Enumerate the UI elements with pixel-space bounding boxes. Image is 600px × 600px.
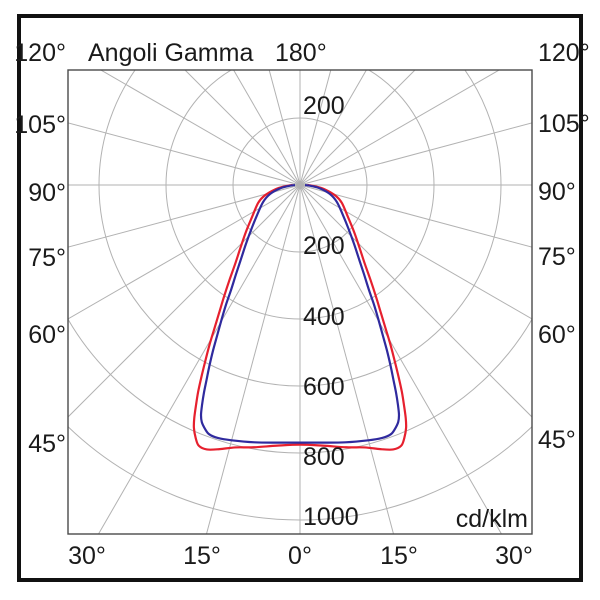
ring-label-600: 600	[303, 373, 345, 401]
gamma-axis-label-left-90: 90°	[28, 179, 66, 207]
chart-title: Angoli Gamma	[88, 39, 254, 67]
gamma-axis-label-left-60: 60°	[28, 321, 66, 349]
curve-red	[192, 183, 408, 451]
gamma-axis-label-top-180: 180°	[275, 39, 327, 67]
ring-label-800: 800	[303, 443, 345, 471]
gamma-axis-label-right-60: 60°	[538, 321, 576, 349]
ring-label-200-top: 200	[303, 92, 345, 120]
gamma-axis-label-bottom-15L: 15°	[183, 542, 221, 570]
gamma-axis-label-right-120: 120°	[538, 39, 590, 67]
unit-label: cd/klm	[455, 505, 528, 533]
gamma-axis-label-left-45: 45°	[28, 430, 66, 458]
gamma-axis-label-left-105: 105°	[14, 111, 66, 139]
grid-ray-165	[205, 70, 332, 534]
gamma-axis-label-left-75: 75°	[28, 244, 66, 272]
gamma-axis-label-left-120: 120°	[14, 39, 66, 67]
gamma-axis-label-bottom-0: 0°	[288, 542, 312, 570]
gamma-axis-label-right-75: 75°	[538, 243, 576, 271]
outer-frame	[17, 14, 583, 582]
curve-blue	[199, 183, 401, 444]
plot-box	[67, 69, 533, 535]
gamma-axis-label-right-105: 105°	[538, 110, 590, 138]
gamma-axis-label-right-45: 45°	[538, 426, 576, 454]
gamma-axis-label-bottom-30L: 30°	[68, 542, 106, 570]
gamma-axis-label-right-90: 90°	[538, 178, 576, 206]
ring-label-1000: 1000	[303, 503, 359, 531]
ring-label-400: 400	[303, 303, 345, 331]
ring-label-200: 200	[303, 232, 345, 260]
gamma-axis-label-bottom-30R: 30°	[495, 542, 533, 570]
gamma-axis-label-bottom-15R: 15°	[380, 542, 418, 570]
